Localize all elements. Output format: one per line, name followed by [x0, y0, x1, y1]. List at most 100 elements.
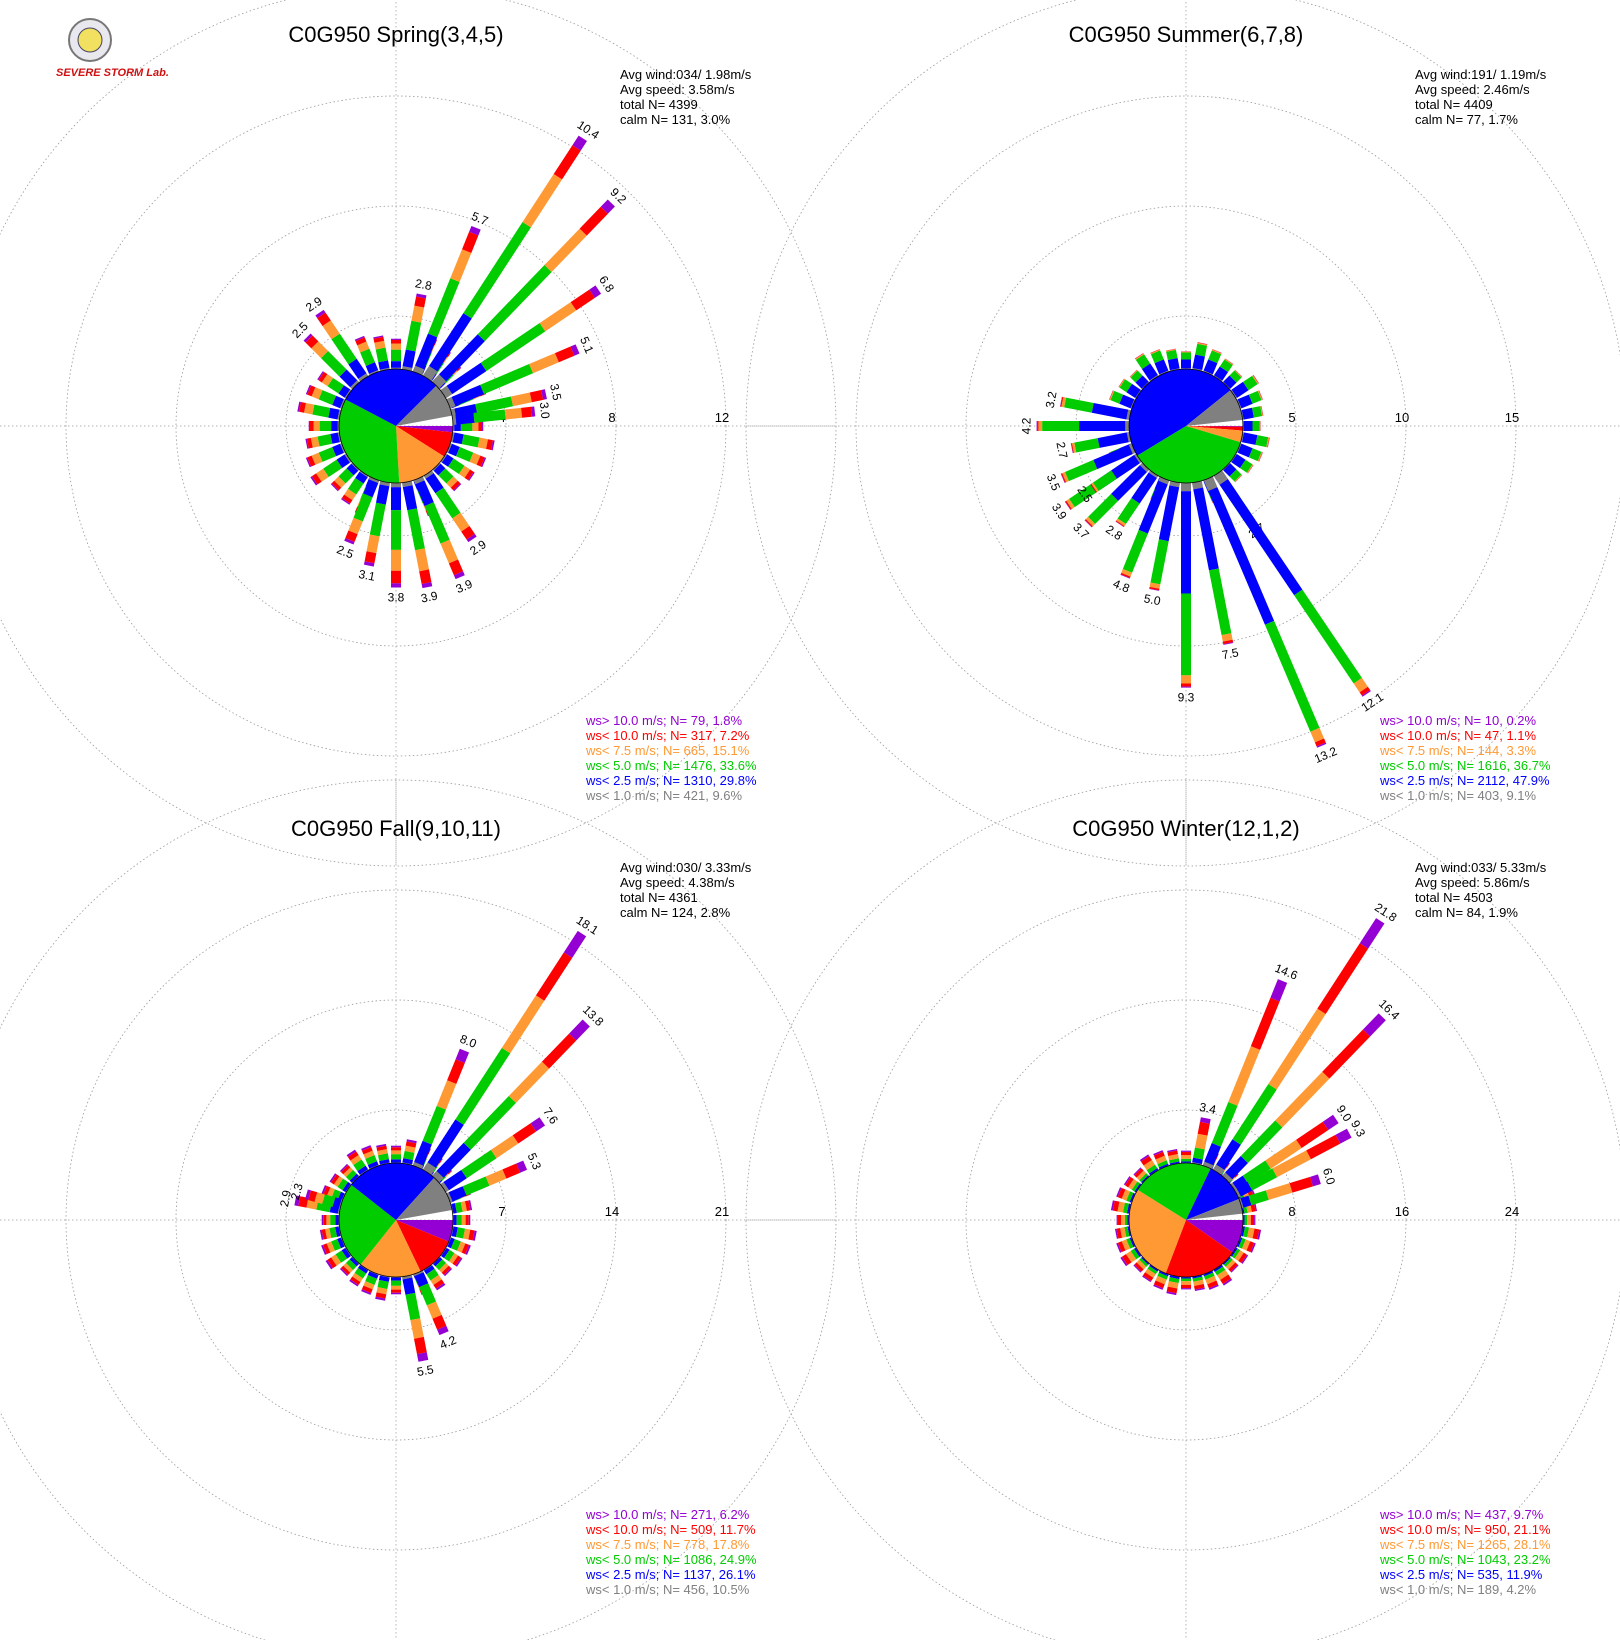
petal-segment	[373, 336, 385, 343]
petal	[1070, 431, 1132, 454]
petal-segment	[1118, 378, 1125, 388]
petal-segment	[463, 1095, 517, 1150]
petal	[450, 389, 547, 420]
petal-segment	[1234, 369, 1243, 378]
petal-segment	[419, 569, 432, 584]
petal-segment	[307, 455, 316, 467]
petal-segment	[1126, 409, 1132, 421]
petal-segment	[413, 476, 425, 485]
petal-segment	[1259, 421, 1261, 431]
petal-segment	[335, 1226, 341, 1237]
petal-segment	[331, 480, 342, 491]
petal-segment	[360, 348, 375, 367]
petal-segment	[440, 385, 453, 399]
petal-segment	[480, 364, 534, 395]
petal-segment	[1222, 639, 1234, 645]
pie-slice	[396, 1220, 449, 1272]
petal-segment	[472, 421, 479, 431]
petal-segment	[307, 385, 316, 397]
petal-segment	[1193, 1279, 1204, 1286]
petal	[422, 135, 588, 381]
petal-segment	[427, 278, 460, 338]
grid-ring	[855, 889, 1517, 1551]
petal-segment	[1192, 1275, 1203, 1279]
petal-segment	[1128, 443, 1136, 455]
petal-segment	[427, 1119, 464, 1168]
petal	[1166, 1274, 1180, 1296]
petal	[341, 470, 369, 505]
petal-segment	[333, 1176, 344, 1187]
petal-segment	[1241, 1254, 1249, 1264]
petal-segment	[1240, 1120, 1283, 1164]
petal-segment	[406, 1139, 417, 1144]
petal-segment	[1091, 482, 1099, 493]
petal-segment	[377, 1149, 388, 1156]
petal-segment	[1310, 727, 1325, 743]
petal	[1036, 421, 1130, 431]
petal-value-label: 8.0	[458, 1032, 479, 1051]
petal-segment	[326, 1241, 335, 1253]
grid-ring	[285, 1109, 507, 1331]
chart-title: C0G950 Summer(6,7,8)	[1069, 22, 1304, 47]
petal-segment	[463, 1228, 471, 1240]
petal-segment	[1234, 1250, 1244, 1261]
petal-segment	[1168, 1277, 1180, 1284]
petal-segment	[391, 367, 401, 369]
petal-segment	[464, 469, 474, 481]
petal-segment	[579, 206, 608, 236]
petal-segment	[331, 1238, 341, 1251]
petal	[1240, 1226, 1262, 1240]
petal-segment	[404, 1145, 416, 1153]
petal-segment	[391, 1289, 401, 1293]
petal-segment	[1296, 1121, 1329, 1148]
petal-segment	[1129, 369, 1137, 377]
petal	[401, 480, 433, 589]
petal	[1222, 462, 1243, 483]
hub-outline	[338, 1162, 454, 1278]
petal-segment	[330, 1215, 336, 1225]
stat-total: total N= 4503	[1415, 890, 1493, 905]
petal-segment	[1042, 421, 1080, 431]
petal-segment	[1074, 438, 1100, 453]
pie-slice	[360, 1220, 421, 1277]
petal-segment	[1203, 1272, 1215, 1280]
petal-segment	[476, 455, 485, 467]
petal-segment	[379, 1159, 390, 1165]
petal	[1115, 470, 1159, 528]
petal-segment	[1192, 354, 1205, 370]
petal-segment	[1257, 1229, 1262, 1240]
petal-segment	[412, 365, 425, 376]
petal-segment	[422, 365, 438, 381]
petal-segment	[1267, 437, 1270, 448]
petal-segment	[1322, 1114, 1339, 1130]
petal-segment	[367, 1271, 379, 1279]
petal-segment	[314, 1192, 325, 1205]
stat-total: total N= 4409	[1415, 97, 1493, 112]
petal-segment	[1223, 1257, 1233, 1267]
petal-segment	[455, 447, 474, 462]
petal-segment	[544, 228, 587, 272]
petal	[344, 476, 380, 545]
petal-segment	[1123, 1176, 1131, 1186]
petal-segment	[1221, 633, 1233, 642]
petal	[402, 1139, 417, 1166]
petal-segment	[1071, 443, 1074, 454]
petal-segment	[1124, 1226, 1130, 1237]
petal-value-label: 5.1	[577, 335, 597, 356]
petal-segment	[375, 1296, 386, 1301]
petal-segment	[1129, 1192, 1135, 1203]
petal-segment	[435, 1259, 447, 1271]
petal-segment	[379, 367, 390, 372]
petal-segment	[1258, 390, 1263, 400]
petal-segment	[415, 480, 434, 507]
petal-segment	[391, 1147, 401, 1151]
petal-segment	[331, 333, 357, 365]
petal	[363, 480, 391, 567]
petal-segment	[369, 502, 386, 537]
pie-slice	[1186, 1199, 1243, 1220]
petal-segment	[1129, 369, 1138, 378]
petal	[1114, 1226, 1132, 1239]
petal-segment	[563, 930, 587, 958]
petal-segment	[452, 512, 470, 532]
petal-value-label: 3.5	[1044, 472, 1064, 493]
